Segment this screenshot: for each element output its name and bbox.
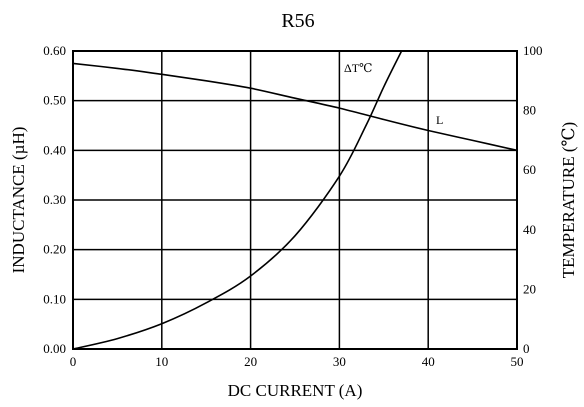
series-line-1	[72, 50, 403, 350]
y-tick-label: 0.00	[43, 341, 66, 356]
x-tick-label: 30	[333, 354, 346, 369]
y-tick-label: 0.10	[43, 291, 66, 306]
plot-frame	[72, 50, 518, 350]
y2-tick-labels: 0 20 40 60 80 100	[523, 43, 543, 356]
x-tick-label: 40	[422, 354, 435, 369]
x-tick-label: 50	[511, 354, 524, 369]
series-label-1: ΔT℃	[344, 61, 372, 75]
x-tick-label: 20	[244, 354, 257, 369]
y2-tick-label: 100	[523, 43, 543, 58]
series-label-0: L	[436, 113, 443, 127]
x-axis-title: DC CURRENT (A)	[228, 381, 363, 400]
y2-axis-title: TEMPERATURE (℃)	[559, 122, 578, 278]
y-tick-label: 0.50	[43, 93, 66, 108]
y-tick-label: 0.60	[43, 43, 66, 58]
y2-tick-label: 80	[523, 103, 536, 118]
y-axis-title: INDUCTANCE (µH)	[9, 127, 28, 274]
y2-tick-label: 0	[523, 341, 530, 356]
y-tick-label: 0.40	[43, 142, 66, 157]
x-tick-label: 10	[155, 354, 168, 369]
series-lines	[72, 50, 518, 350]
y-tick-label: 0.30	[43, 192, 66, 207]
gridlines	[73, 51, 517, 349]
y2-tick-label: 20	[523, 281, 536, 296]
y-tick-labels: 0.00 0.10 0.20 0.30 0.40 0.50 0.60	[43, 43, 66, 356]
x-tick-labels: 0 10 20 30 40 50	[70, 354, 524, 369]
y-tick-label: 0.20	[43, 242, 66, 257]
y2-tick-label: 60	[523, 162, 536, 177]
series-line-0	[72, 62, 518, 152]
chart-title: R56	[281, 10, 314, 32]
y2-tick-label: 40	[523, 222, 536, 237]
series-labels: L ΔT℃	[344, 61, 443, 127]
x-tick-label: 0	[70, 354, 77, 369]
